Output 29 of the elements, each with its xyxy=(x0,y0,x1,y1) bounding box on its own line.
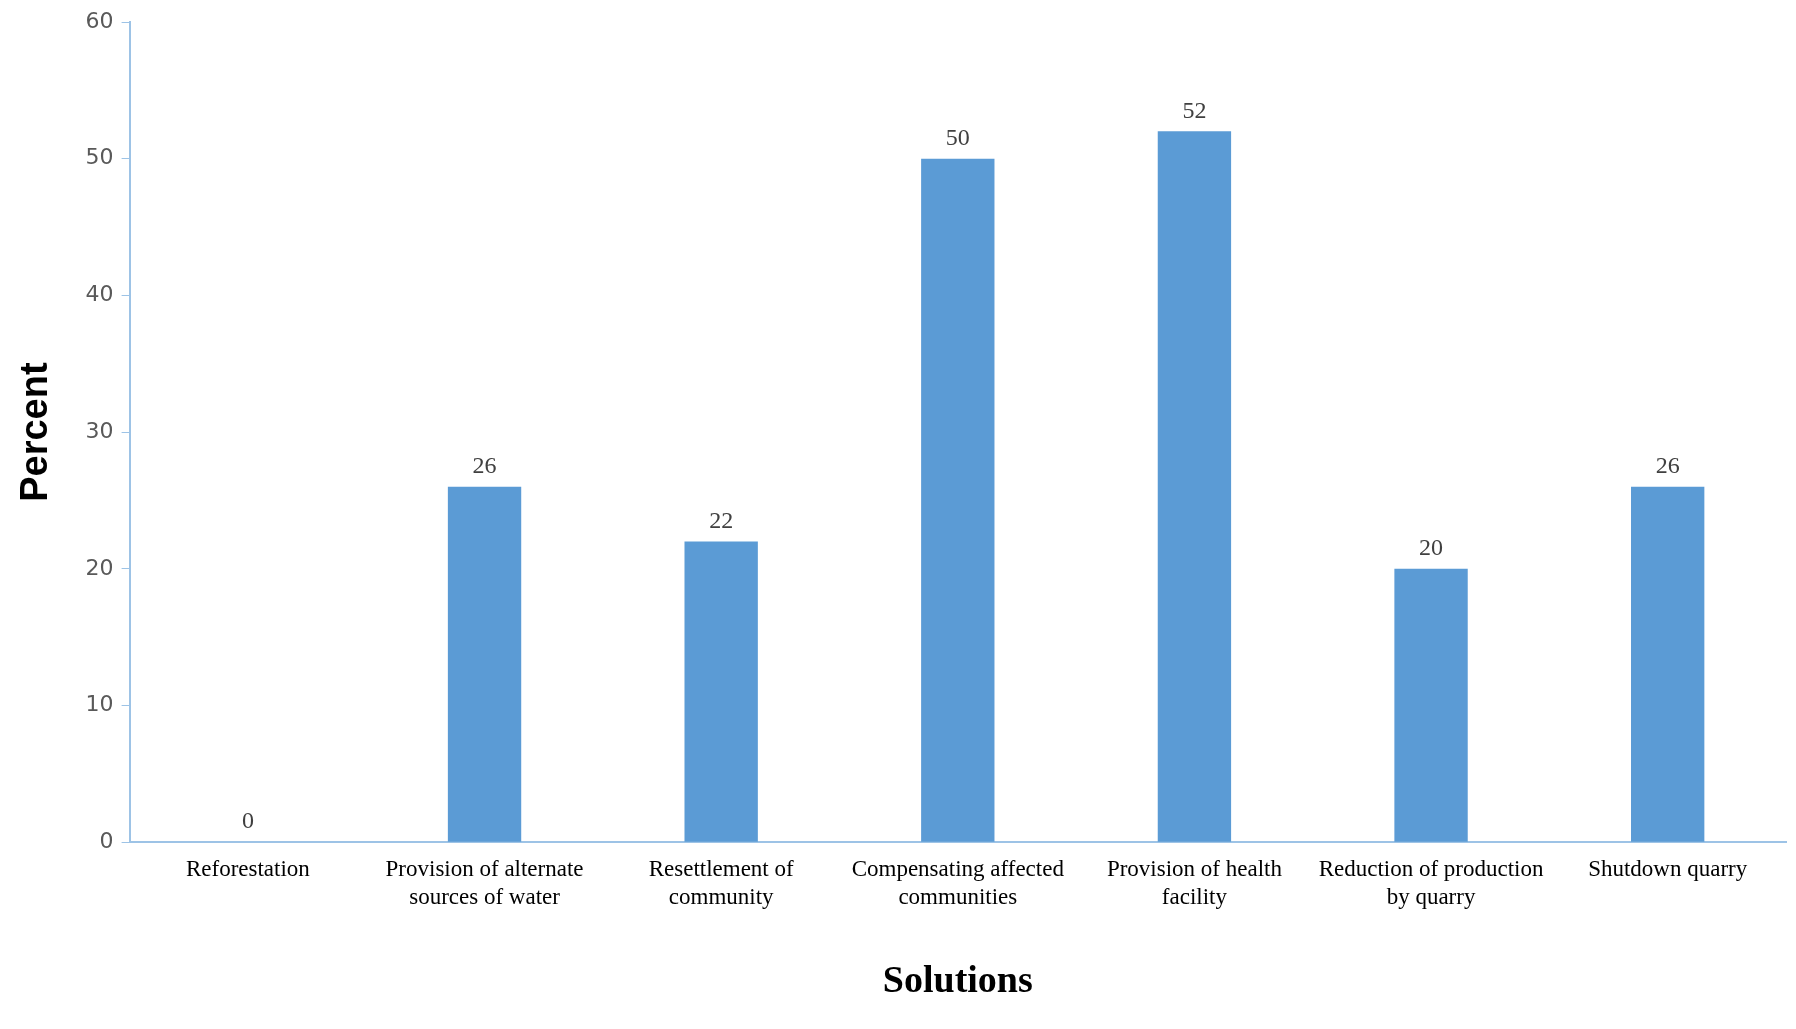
y-tick-label: 50 xyxy=(85,144,114,170)
data-label: 26 xyxy=(1655,452,1680,479)
x-tick-label: Reduction of production by quarry xyxy=(1318,856,1544,909)
bar xyxy=(1631,486,1705,842)
y-tick-label: 0 xyxy=(99,827,114,853)
data-label: 52 xyxy=(1182,96,1207,123)
x-tick-label: Reforestation xyxy=(185,856,311,882)
bar xyxy=(1157,131,1232,842)
x-tick-label: Shutdown quarry xyxy=(1588,856,1748,882)
data-label: 22 xyxy=(709,506,734,533)
y-tick-label: 20 xyxy=(85,554,114,580)
x-tick-label: Compensating affected communities xyxy=(851,856,1065,909)
bar xyxy=(684,541,758,842)
data-label: 50 xyxy=(945,124,970,150)
y-tick-label: 40 xyxy=(85,281,114,307)
y-tick-label: 30 xyxy=(85,417,114,443)
x-tick-label: Provision of alternate sources of water xyxy=(385,856,584,909)
x-axis-title: Solutions xyxy=(882,958,1033,1001)
x-tick-label: Provision of health facility xyxy=(1106,856,1283,909)
bar xyxy=(1394,568,1468,842)
y-tick-label: 60 xyxy=(85,7,114,33)
bar xyxy=(921,158,995,842)
x-tick-label: Resettlement of community xyxy=(648,856,794,909)
y-axis-title: Percent xyxy=(13,362,56,502)
data-label: 26 xyxy=(472,452,497,479)
y-tick-label: 10 xyxy=(85,691,114,717)
data-label: 20 xyxy=(1419,534,1444,561)
data-label: 0 xyxy=(241,807,254,834)
bar xyxy=(447,486,522,842)
